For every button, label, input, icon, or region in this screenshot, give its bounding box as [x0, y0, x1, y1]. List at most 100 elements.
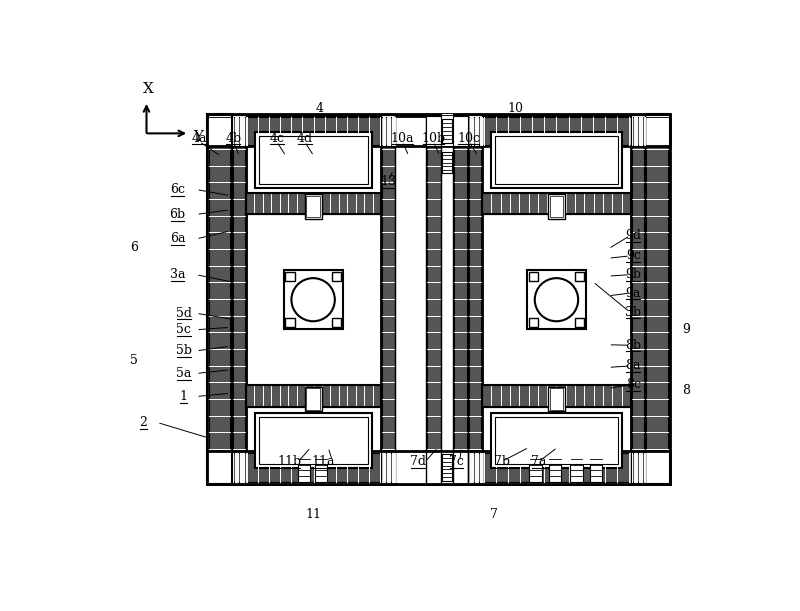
Bar: [305, 387, 322, 411]
Bar: [482, 192, 631, 214]
Text: 13: 13: [380, 175, 396, 188]
Bar: [453, 115, 468, 147]
Text: X: X: [143, 82, 154, 96]
Bar: [305, 194, 322, 219]
Bar: [631, 114, 645, 484]
Text: 8a: 8a: [626, 359, 641, 373]
Bar: [426, 115, 468, 147]
Bar: [209, 115, 230, 482]
Text: 7: 7: [490, 508, 498, 521]
Bar: [570, 453, 583, 482]
Text: 3b: 3b: [625, 306, 642, 319]
Text: 4c: 4c: [269, 132, 284, 145]
Bar: [442, 455, 452, 481]
Bar: [246, 192, 382, 214]
Bar: [470, 117, 482, 145]
Bar: [284, 271, 342, 329]
Text: 9c: 9c: [626, 249, 641, 262]
Text: 8b: 8b: [625, 338, 642, 352]
Bar: [207, 114, 670, 484]
Bar: [645, 114, 670, 484]
Bar: [246, 126, 382, 472]
Text: 5d: 5d: [176, 307, 192, 320]
Bar: [550, 196, 563, 218]
Bar: [575, 272, 584, 281]
Bar: [246, 385, 382, 407]
Bar: [633, 117, 645, 145]
Bar: [427, 115, 441, 482]
Bar: [590, 453, 602, 482]
Bar: [646, 115, 668, 482]
Bar: [482, 385, 631, 407]
Bar: [529, 272, 538, 281]
Bar: [207, 115, 670, 147]
Bar: [383, 117, 395, 145]
Bar: [298, 453, 310, 482]
Text: 6a: 6a: [170, 232, 186, 246]
Bar: [482, 126, 631, 472]
Text: 10b: 10b: [422, 132, 446, 145]
Bar: [575, 318, 584, 327]
Text: 10: 10: [507, 102, 523, 115]
Bar: [247, 117, 380, 145]
Bar: [442, 119, 452, 144]
Bar: [491, 413, 622, 467]
Bar: [426, 115, 441, 147]
Text: 5: 5: [130, 354, 138, 367]
Text: 3a: 3a: [170, 268, 186, 281]
Bar: [453, 114, 468, 484]
Text: 2: 2: [139, 416, 147, 429]
Text: 6b: 6b: [170, 208, 186, 221]
Bar: [232, 114, 246, 484]
Text: 4d: 4d: [297, 132, 313, 145]
Bar: [491, 132, 622, 188]
Bar: [426, 114, 441, 484]
Text: 5b: 5b: [176, 345, 192, 357]
Text: 10c: 10c: [458, 132, 480, 145]
Bar: [259, 136, 368, 184]
Text: Y: Y: [193, 130, 203, 144]
Bar: [495, 417, 618, 464]
Bar: [207, 114, 232, 484]
Bar: [255, 132, 372, 188]
Text: 9a: 9a: [626, 287, 641, 299]
Text: 8c: 8c: [626, 378, 641, 391]
Bar: [482, 385, 631, 407]
Text: 10a: 10a: [391, 132, 414, 145]
Bar: [484, 453, 630, 482]
Text: 7d: 7d: [410, 455, 426, 468]
Text: 9b: 9b: [626, 268, 642, 281]
Text: 11a: 11a: [311, 455, 335, 468]
Bar: [550, 388, 563, 410]
Text: 5a: 5a: [176, 367, 191, 380]
Bar: [246, 192, 382, 214]
Text: 7b: 7b: [494, 455, 510, 468]
Bar: [306, 388, 320, 410]
Text: 6c: 6c: [170, 183, 185, 196]
Bar: [234, 453, 246, 482]
Bar: [442, 152, 452, 174]
Bar: [233, 115, 245, 482]
Text: 6: 6: [130, 241, 138, 254]
Bar: [548, 194, 565, 219]
Bar: [207, 452, 670, 484]
Bar: [482, 192, 631, 214]
Bar: [549, 453, 561, 482]
Bar: [527, 271, 586, 329]
Bar: [382, 114, 395, 484]
Text: 4: 4: [316, 102, 324, 115]
Text: 7a: 7a: [531, 455, 546, 468]
Bar: [529, 318, 538, 327]
Text: 4b: 4b: [226, 132, 242, 145]
Bar: [633, 453, 645, 482]
Bar: [332, 318, 341, 327]
Text: 4a: 4a: [191, 132, 207, 145]
Text: 11: 11: [306, 508, 322, 521]
Text: 9d: 9d: [626, 229, 642, 242]
Bar: [441, 114, 453, 484]
Bar: [484, 117, 630, 145]
Bar: [234, 117, 246, 145]
Bar: [314, 453, 327, 482]
Bar: [469, 115, 482, 482]
Text: 8: 8: [682, 384, 690, 397]
